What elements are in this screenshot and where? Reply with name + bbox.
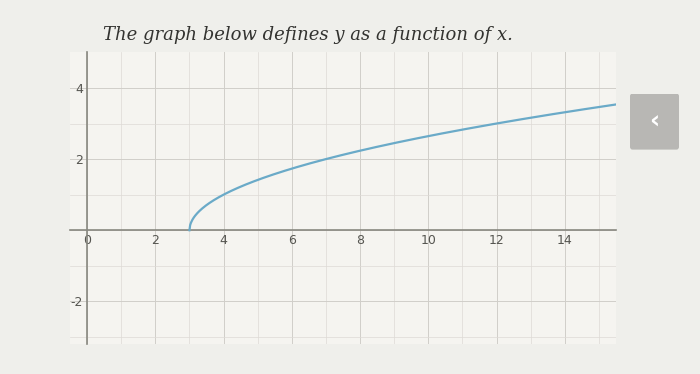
Text: ‹: ‹ (650, 110, 659, 134)
Text: <: < (646, 112, 663, 131)
FancyBboxPatch shape (630, 94, 679, 150)
Text: The graph below defines y as a function of x.: The graph below defines y as a function … (103, 26, 513, 44)
